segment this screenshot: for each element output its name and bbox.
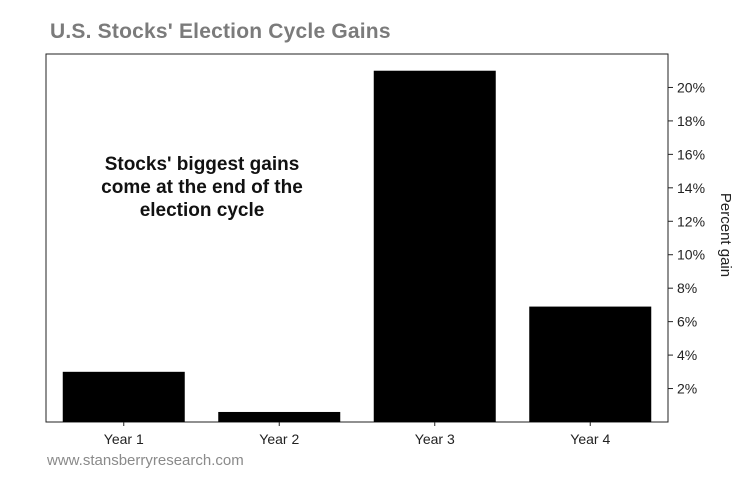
y-tick-label: 10% xyxy=(677,247,705,263)
y-tick-label: 6% xyxy=(677,314,697,330)
y-axis-ticks: 2% 4% 6% 8% 10% 12% 14% 16% 18% 20% xyxy=(668,79,705,397)
bar-year-2 xyxy=(218,411,341,422)
y-tick-label: 14% xyxy=(677,180,705,196)
bar-year-1 xyxy=(62,371,185,422)
x-category-label: Year 1 xyxy=(104,431,144,447)
chart-title: U.S. Stocks' Election Cycle Gains xyxy=(50,20,391,43)
annotation-line: Stocks' biggest gains xyxy=(105,154,300,175)
y-tick-label: 4% xyxy=(677,347,697,363)
x-category-label: Year 3 xyxy=(415,431,455,447)
y-tick-label: 8% xyxy=(677,280,697,296)
y-tick-label: 18% xyxy=(677,113,705,129)
chart-annotation: Stocks' biggest gains come at the end of … xyxy=(101,154,303,221)
plot-frame xyxy=(45,53,669,423)
y-axis-title: Percent gain xyxy=(717,193,734,277)
bars-group xyxy=(62,70,652,423)
x-axis-labels: Year 1 Year 2 Year 3 Year 4 xyxy=(104,422,610,447)
y-tick-label: 12% xyxy=(677,213,705,229)
y-tick-label: 20% xyxy=(677,79,705,95)
annotation-line: election cycle xyxy=(140,200,265,221)
x-category-label: Year 2 xyxy=(259,431,299,447)
bar-year-4 xyxy=(529,306,652,422)
annotation-line: come at the end of the xyxy=(101,177,303,198)
y-tick-label: 2% xyxy=(677,381,697,397)
bar-year-3 xyxy=(373,70,496,423)
x-category-label: Year 4 xyxy=(570,431,610,447)
y-tick-label: 16% xyxy=(677,146,705,162)
source-footer: www.stansberryresearch.com xyxy=(47,452,244,469)
